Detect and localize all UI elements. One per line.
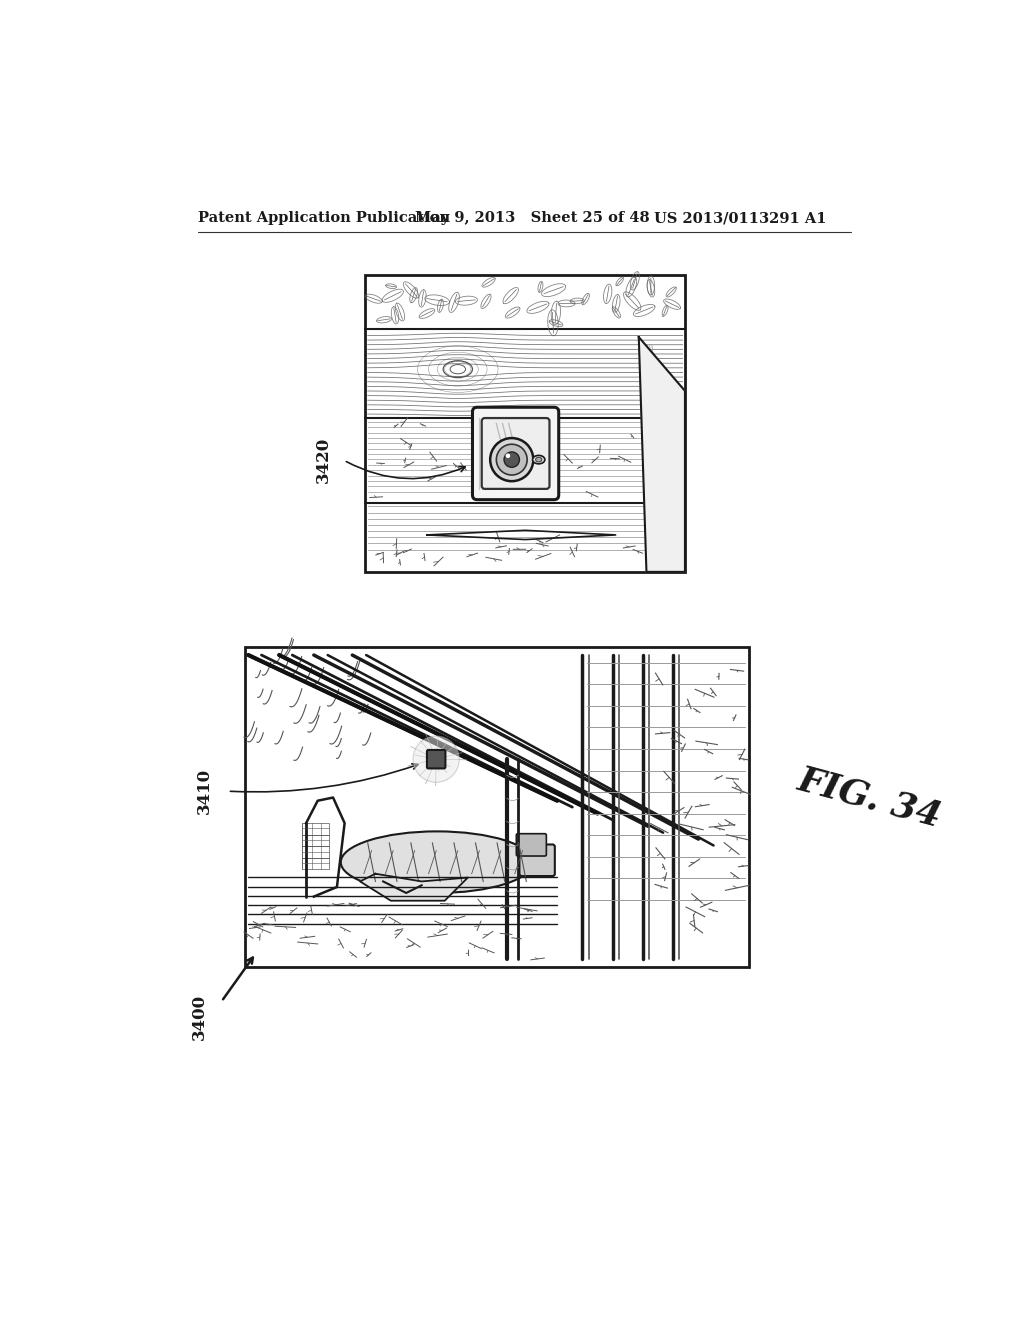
FancyBboxPatch shape: [519, 845, 555, 876]
Text: FIG. 34: FIG. 34: [794, 762, 945, 833]
Bar: [302, 846, 330, 858]
Circle shape: [506, 454, 510, 458]
Polygon shape: [360, 874, 468, 900]
Text: Patent Application Publication: Patent Application Publication: [199, 211, 451, 226]
FancyBboxPatch shape: [427, 750, 445, 768]
Bar: [245, 647, 749, 966]
Ellipse shape: [536, 457, 542, 462]
Bar: [302, 858, 330, 870]
FancyBboxPatch shape: [481, 418, 550, 488]
Bar: [302, 834, 330, 846]
Text: US 2013/0113291 A1: US 2013/0113291 A1: [654, 211, 826, 226]
Text: 3400: 3400: [191, 994, 208, 1040]
Ellipse shape: [341, 832, 534, 892]
Ellipse shape: [532, 455, 545, 463]
Text: 3410: 3410: [196, 768, 213, 814]
Circle shape: [504, 451, 519, 467]
Bar: [302, 824, 330, 834]
Circle shape: [497, 445, 527, 475]
Circle shape: [490, 438, 534, 482]
Circle shape: [413, 737, 460, 783]
FancyBboxPatch shape: [516, 834, 547, 855]
Text: 3420: 3420: [314, 437, 332, 483]
Text: May 9, 2013   Sheet 25 of 48: May 9, 2013 Sheet 25 of 48: [416, 211, 650, 226]
FancyBboxPatch shape: [472, 408, 559, 500]
Bar: [366, 276, 685, 572]
Polygon shape: [639, 337, 685, 572]
